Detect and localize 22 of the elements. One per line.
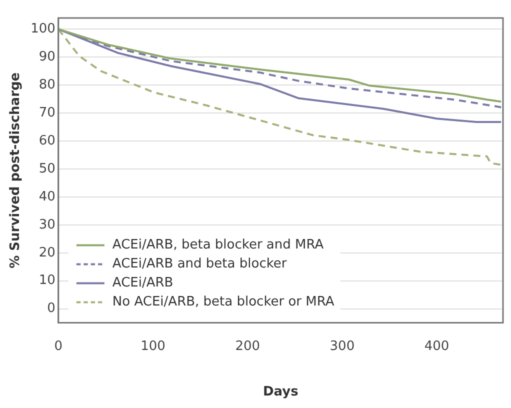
y-axis-title: % Survived post-discharge [8,72,24,268]
legend-label: ACEi/ARB, beta blocker and MRA [112,238,324,253]
x-tick-label: 400 [424,338,450,354]
y-tick-label: 70 [38,105,56,120]
x-axis-title: Days [263,384,299,400]
x-tick-label: 200 [235,338,260,354]
y-tick-label: 100 [30,22,56,37]
y-tick-label: 0 [47,301,56,316]
y-tick-label: 50 [38,161,56,176]
y-tick-label: 10 [38,273,56,288]
y-tick-label: 20 [38,245,56,260]
y-tick-label: 90 [38,50,56,65]
line-series [58,28,502,166]
x-tick-label: 300 [330,338,355,354]
legend-label: ACEi/ARB and beta blocker [112,256,288,272]
y-tick-label: 60 [38,133,56,148]
legend-label: No ACEi/ARB, beta blocker or MRA [112,294,334,310]
x-tick-label: 100 [140,338,166,354]
legend-label: ACEi/ARB [112,276,174,291]
y-tick-label: 30 [38,217,56,232]
y-tick-label: 40 [38,189,56,204]
y-tick-label: 80 [38,77,56,92]
